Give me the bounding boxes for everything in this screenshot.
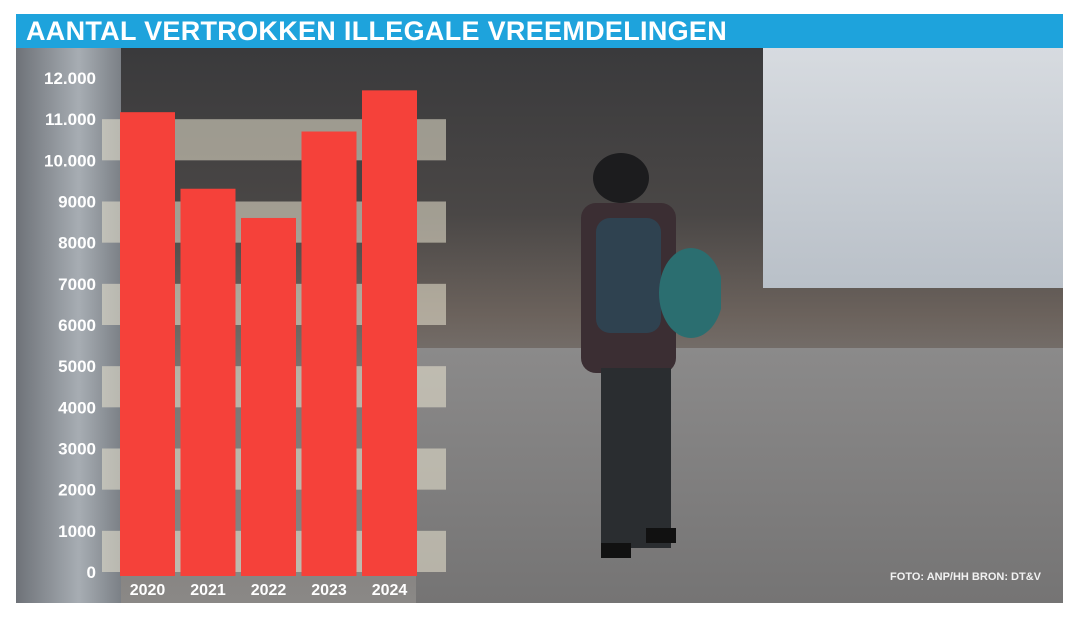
x-tick-label: 2024 — [372, 582, 408, 599]
y-tick-label: 5000 — [58, 357, 96, 376]
bar-2021 — [180, 188, 236, 576]
person-figure — [581, 153, 721, 558]
y-tick-label: 1000 — [58, 522, 96, 541]
chart-title: AANTAL VERTROKKEN ILLEGALE VREEMDELINGEN — [16, 14, 1063, 48]
y-tick-label: 4000 — [58, 398, 96, 417]
x-tick-label: 2020 — [130, 582, 166, 599]
y-tick-label: 12.000 — [44, 69, 96, 88]
floor — [416, 348, 1063, 603]
photo-credit: FOTO: ANP/HH BRON: DT&V — [890, 571, 1041, 583]
y-tick-label: 7000 — [58, 275, 96, 294]
y-tick-label: 3000 — [58, 440, 96, 459]
x-tick-label: 2023 — [311, 582, 347, 599]
x-tick-label: 2021 — [190, 582, 226, 599]
y-tick-label: 11.000 — [45, 110, 96, 129]
y-tick-label: 8000 — [58, 234, 96, 253]
bar-2020 — [120, 112, 175, 576]
y-tick-label: 9000 — [58, 193, 96, 212]
bar-2023 — [301, 131, 357, 576]
y-tick-label: 0 — [87, 563, 96, 582]
sky — [763, 48, 1063, 288]
x-tick-label: 2022 — [251, 582, 287, 599]
y-tick-label: 2000 — [58, 481, 96, 500]
y-tick-label: 6000 — [58, 316, 96, 335]
y-tick-label: 10.000 — [44, 151, 96, 170]
bar-2022 — [241, 217, 296, 576]
bar-2024 — [362, 90, 417, 576]
